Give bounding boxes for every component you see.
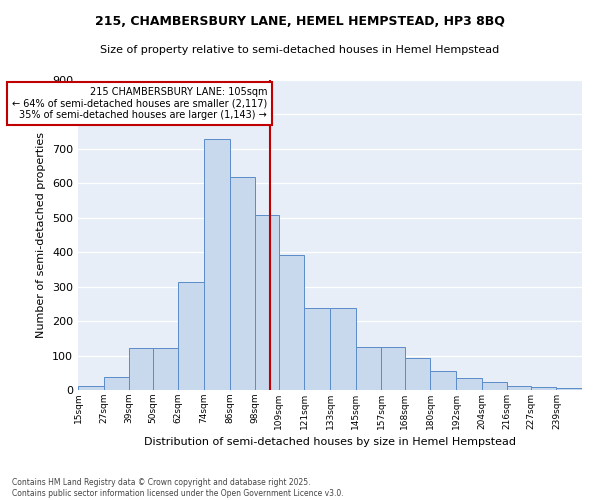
Bar (456, 378, 482, 390)
Bar (482, 382, 507, 390)
Bar (255, 215, 279, 390)
Y-axis label: Number of semi-detached properties: Number of semi-detached properties (37, 132, 46, 338)
Bar (381, 347, 405, 390)
Bar (430, 371, 456, 390)
Bar (153, 348, 178, 390)
Bar (129, 348, 153, 390)
Bar (279, 255, 304, 390)
Bar (178, 282, 204, 390)
Text: 215 CHAMBERSBURY LANE: 105sqm
← 64% of semi-detached houses are smaller (2,117)
: 215 CHAMBERSBURY LANE: 105sqm ← 64% of s… (12, 87, 267, 120)
Bar (330, 308, 356, 390)
Bar (104, 378, 129, 390)
Bar (204, 138, 230, 390)
Text: 215, CHAMBERSBURY LANE, HEMEL HEMPSTEAD, HP3 8BQ: 215, CHAMBERSBURY LANE, HEMEL HEMPSTEAD,… (95, 15, 505, 28)
Bar (304, 308, 330, 390)
Bar (230, 177, 255, 390)
Text: Size of property relative to semi-detached houses in Hemel Hempstead: Size of property relative to semi-detach… (100, 45, 500, 55)
Bar (405, 358, 430, 390)
Text: Contains HM Land Registry data © Crown copyright and database right 2025.
Contai: Contains HM Land Registry data © Crown c… (12, 478, 344, 498)
Bar (556, 388, 582, 390)
Bar (531, 387, 556, 390)
Bar (507, 386, 531, 390)
Bar (78, 386, 104, 390)
Bar (356, 347, 381, 390)
X-axis label: Distribution of semi-detached houses by size in Hemel Hempstead: Distribution of semi-detached houses by … (144, 438, 516, 448)
